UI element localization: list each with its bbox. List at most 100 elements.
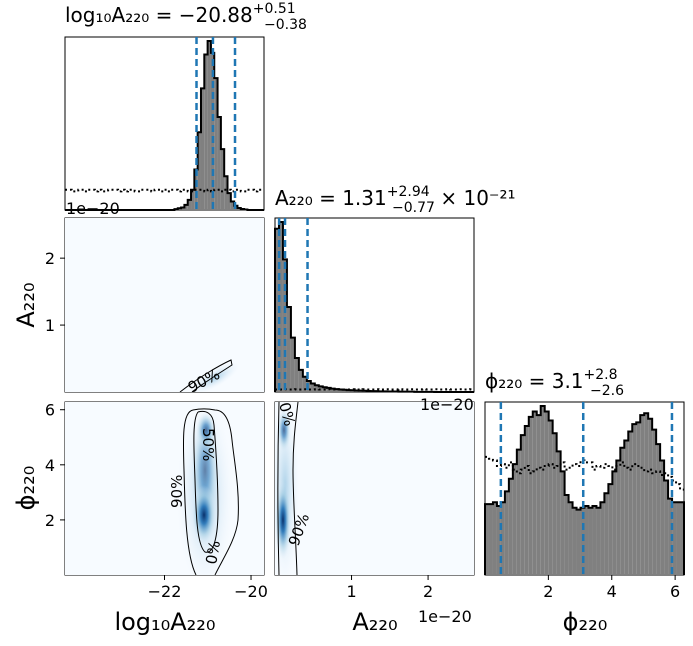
xlabel-A: A₂₂₀ bbox=[352, 608, 397, 636]
hist-bar-phi-26 bbox=[588, 507, 593, 575]
hist-bar-log10A-52 bbox=[237, 207, 241, 210]
hist-bar-phi-9 bbox=[520, 435, 525, 575]
hist-bar-phi-37 bbox=[632, 424, 637, 575]
hist-bar-phi-39 bbox=[640, 415, 645, 575]
title-A: A₂₂₀ = 1.31+2.94 −0.77 × 10⁻²¹ bbox=[275, 184, 516, 216]
xlabel-phi: ϕ₂₂₀ bbox=[563, 608, 608, 636]
ylabel-A: A₂₂₀ bbox=[12, 282, 40, 327]
title-A-sub: −0.77 bbox=[392, 200, 435, 216]
density-phi-vs-log10A: 50% 90% 0% bbox=[65, 402, 264, 575]
hist-bar-phi-25 bbox=[584, 505, 589, 575]
hist-bar-log10A-48 bbox=[224, 176, 228, 210]
ytick-label-phi-1: 4 bbox=[45, 456, 55, 475]
hist-bar-phi-32 bbox=[612, 471, 617, 575]
hist-bar-A-4 bbox=[290, 337, 295, 392]
contour-90-A-log10A bbox=[179, 359, 233, 392]
hist-bar-phi-2 bbox=[492, 502, 497, 575]
hist-bar-A-2 bbox=[282, 259, 287, 392]
hist-bar-A-9 bbox=[310, 383, 315, 392]
hist-bar-phi-31 bbox=[608, 484, 613, 575]
contour-label-50: 50% bbox=[199, 428, 217, 461]
hist-bar-phi-43 bbox=[656, 444, 661, 575]
axis-ticks: −22 −20 1 2 2 4 6 1 2 2 4 6 bbox=[45, 249, 680, 601]
hist-bar-log10A-35 bbox=[181, 207, 185, 210]
hist-bar-phi-42 bbox=[652, 429, 657, 575]
ytick-label-phi-2: 6 bbox=[45, 401, 55, 420]
title-log10A-sub: −0.38 bbox=[264, 17, 307, 33]
xtick-label-log10A-1: −20 bbox=[234, 582, 268, 601]
hist-bar-A-17 bbox=[342, 389, 347, 392]
hist-bar-phi-3 bbox=[496, 505, 501, 575]
hist-bar-A-14 bbox=[330, 388, 335, 392]
title-phi-sup: +2.8 bbox=[584, 367, 618, 383]
hist-bar-phi-17 bbox=[552, 433, 557, 575]
hist-bar-phi-8 bbox=[516, 449, 521, 575]
prior-line-log10A bbox=[65, 188, 264, 193]
hist-bar-A-0 bbox=[275, 228, 279, 392]
contour-50-phi-log10A bbox=[193, 410, 219, 553]
title-log10A-main: log₁₀A₂₂₀ = −20.88 bbox=[65, 3, 253, 27]
ytick-label-phi-0: 2 bbox=[45, 511, 55, 530]
hist-bar-phi-40 bbox=[644, 413, 649, 575]
hist-bar-phi-38 bbox=[636, 422, 641, 575]
hist-bar-phi-23 bbox=[576, 509, 581, 575]
hist-bar-phi-28 bbox=[596, 507, 601, 575]
hist-bar-A-1 bbox=[278, 222, 283, 392]
title-phi-main: ϕ₂₂₀ = 3.1 bbox=[485, 369, 584, 393]
hist-bar-phi-29 bbox=[600, 502, 605, 575]
hist-bar-log10A-41 bbox=[200, 88, 205, 210]
panel-hist-A bbox=[274, 217, 475, 393]
hist-bar-phi-7 bbox=[512, 464, 517, 575]
contour-label-90-b: 90% bbox=[168, 475, 186, 508]
hist-bar-phi-24 bbox=[580, 507, 585, 575]
title-A-main: A₂₂₀ = 1.31 bbox=[275, 186, 387, 210]
hist-bar-phi-21 bbox=[568, 502, 573, 575]
title-phi-sub: −2.6 bbox=[590, 383, 624, 399]
hist-bar-phi-49 bbox=[680, 502, 684, 575]
hist-bar-phi-13 bbox=[536, 415, 541, 575]
hist-bar-log10A-47 bbox=[220, 149, 225, 210]
offset-text-log10A-hist: 1e−20 bbox=[66, 199, 120, 218]
contour-90-phi-log10A bbox=[182, 408, 239, 575]
hist-bar-log10A-46 bbox=[217, 117, 221, 210]
hist-bar-phi-0 bbox=[485, 504, 489, 575]
hist-bar-A-7 bbox=[302, 376, 307, 392]
hist-bar-A-5 bbox=[294, 358, 299, 392]
hist-bar-A-15 bbox=[334, 389, 339, 392]
offset-text-A-hist: 1e−20 bbox=[420, 395, 474, 414]
hist-bar-A-11 bbox=[318, 386, 323, 392]
hist-bar-phi-45 bbox=[664, 480, 669, 575]
density-A-vs-log10A: 90% bbox=[65, 218, 264, 392]
hist-bar-log10A-37 bbox=[187, 199, 192, 210]
hist-bar-phi-16 bbox=[548, 420, 553, 575]
hist-bar-phi-20 bbox=[564, 495, 569, 575]
hist-bar-phi-33 bbox=[616, 460, 621, 575]
hist-bar-log10A-36 bbox=[184, 204, 188, 210]
hist-bar-phi-47 bbox=[672, 502, 677, 575]
title-phi: ϕ₂₂₀ = 3.1+2.8 −2.6 bbox=[485, 367, 624, 399]
hist-bar-phi-18 bbox=[556, 451, 561, 575]
title-A-sup: +2.94 bbox=[387, 184, 430, 200]
xtick-label-phi-0: 2 bbox=[543, 582, 553, 601]
title-A-suffix: × 10⁻²¹ bbox=[434, 186, 516, 210]
hist-bar-log10A-49 bbox=[227, 193, 231, 210]
hist-bar-A-6 bbox=[298, 369, 303, 392]
hist-bar-phi-6 bbox=[508, 478, 513, 575]
hist-bar-phi-36 bbox=[628, 431, 633, 575]
contour-label-0-b: 0% bbox=[275, 400, 299, 428]
hist-bar-log10A-45 bbox=[214, 78, 218, 211]
hist-bar-log10A-50 bbox=[230, 201, 235, 210]
offset-text-A-axis: 1e−20 bbox=[418, 607, 472, 626]
contour-label-0-a: 0% bbox=[202, 539, 224, 566]
hist-bar-phi-10 bbox=[524, 425, 529, 575]
hist-bar-phi-15 bbox=[544, 411, 549, 575]
hist-bar-phi-4 bbox=[500, 502, 505, 575]
xtick-label-A-1: 2 bbox=[423, 582, 433, 601]
title-log10A-sup: +0.51 bbox=[253, 1, 296, 17]
contour-90-phi-A bbox=[277, 402, 299, 575]
histogram-phi bbox=[484, 402, 685, 575]
hist-bar-phi-30 bbox=[604, 493, 609, 575]
title-log10A: log₁₀A₂₂₀ = −20.88+0.51 −0.38 bbox=[65, 1, 307, 33]
xlabel-log10A: log₁₀A₂₂₀ bbox=[114, 608, 215, 636]
